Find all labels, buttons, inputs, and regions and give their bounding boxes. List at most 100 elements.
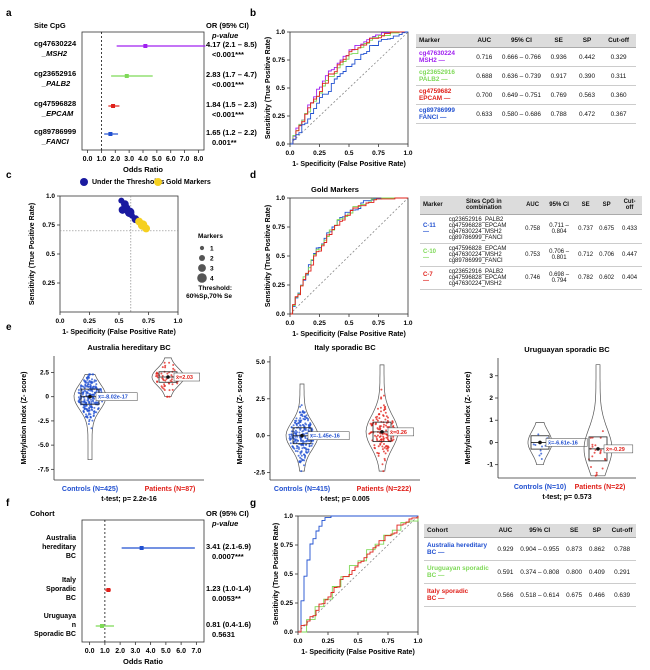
e-point [85,381,88,384]
g-sp-cell: 0.466 [585,583,609,607]
e-point [86,399,89,402]
e-point [385,444,388,447]
f-tick-label: 0.0 [85,648,95,655]
e-point [170,378,173,381]
panel-letter-g: g [250,498,256,509]
d-auc-cell: 0.753 [522,243,544,267]
e-point [391,421,394,424]
f-cohort-label-1: Uruguaya [44,613,76,620]
e-ytick-label: 1 [489,417,493,424]
e-point [541,445,543,448]
e-point [299,411,301,414]
g-xtick-label: 0.5 [353,638,362,645]
c-ytick-label: 1.0 [46,193,55,200]
e-violin-outline [151,357,185,398]
e-point [300,419,303,422]
b-marker-gene: FANCI — [419,114,447,121]
e-mean-box [545,438,588,447]
d-xlabel: 1- Specificity (False Positive Rate) [292,331,406,338]
e-point [303,440,306,443]
g-cohort-cell: Italy sporadic BC — [424,583,495,607]
e-point [90,406,93,409]
e-point [305,439,308,442]
e-mean-label: x̄=2.03 [176,375,193,381]
a-p-text: <0.001*** [212,50,244,59]
b-ci-cell: 0.636 – 0.739 [498,66,545,86]
e-patients-label: Patients (N=22) [575,484,626,491]
e-point [86,391,89,394]
d-sites-cell: cg47596828_EPCAM cg47630224_MSH2 cg8978699… [445,243,523,267]
e-point [298,461,301,463]
e-point [172,364,175,366]
e-point [375,418,378,421]
e-point [296,450,299,453]
g-roc-curve [298,516,419,633]
e-test-label: t-test; p= 2.2e-16 [101,496,157,503]
e-mean-box [603,444,634,454]
e-point [89,413,92,416]
e-point [293,447,296,450]
e-point [77,400,80,403]
e-mean-dot [300,433,304,438]
e-point [84,390,87,393]
f-p-text: 0.0007*** [212,552,244,561]
b-auc-cell: 0.716 [470,47,499,67]
b-diagonal [289,31,409,145]
b-table-header: SP [572,34,602,48]
e-point [294,421,297,424]
e-point [163,385,166,388]
e-point [387,416,389,419]
e-point [88,376,90,379]
e-point [297,454,300,457]
e-ytick-label: 2 [489,395,493,402]
g-roc-curve [298,516,419,633]
e-point [91,381,94,384]
e-controls-label: Controls (N=425) [62,486,118,493]
b-ytick-label: 1.0 [276,29,285,36]
b-xtick-label: 1.0 [403,150,412,157]
e-point [384,411,387,414]
panel-g-table: Cohort AUC 95% CI SE SP Cut-off Australia her… [424,524,636,607]
g-cohort-suffix: BC — [427,595,445,602]
e-violin-plot: Uruguayan sporadic BC -1 0 1 2 3 Methylation I… [465,345,636,501]
e-point [302,411,305,414]
e-point [595,471,598,474]
e-point [170,374,173,377]
e-point [383,406,386,409]
e-point [378,436,381,438]
g-xtick-label: 0.0 [293,638,302,645]
a-point [108,132,113,136]
e-mean-dot [380,430,384,434]
e-point [382,450,385,453]
e-point [391,439,394,442]
e-point [83,398,86,401]
b-ci-cell: 0.666 – 0.766 [498,47,545,67]
d-table-header: Sites CpG in combination [445,196,523,215]
a-gene-label: _PALB2 [41,79,71,88]
f-cohort-label-2: n [72,622,76,629]
g-xtick-label: 0.25 [322,638,335,645]
e-point [304,437,307,439]
f-point [99,624,104,628]
g-table-header: SP [585,524,609,538]
d-site-name: cg23652916_PALB2 [448,269,504,275]
a-xlabel: Odds Ratio [123,165,163,174]
panel-g: 0.00.0 0.25 0.25 0.5 0.5 0.75 0.75 1.0 1.0 1- Spe… [273,513,423,656]
b-se-cell: 0.788 [544,104,573,124]
d-site-name: cg47596828_EPCAM [448,223,507,229]
d-cut-cell: 0.447 [617,243,642,267]
e-ytick-label: 0 [45,394,49,401]
g-cut-cell: 0.788 [608,537,636,561]
e-point [303,464,305,467]
e-ytick-label: -5.0 [38,442,50,449]
e-test-label: t-test; p= 0.573 [542,494,591,501]
f-xlabel: Odds Ratio [123,657,163,666]
e-point [299,424,301,427]
e-point [297,446,300,449]
b-marker-site: cg47630224 [419,50,455,57]
e-point [299,438,302,441]
f-or-text: 0.81 (0.4-1.6) [206,620,252,629]
e-violin-plot: Italy sporadic BC -2.5 0.0 2.5 5.0 Methylatio… [237,343,420,503]
b-marker-cell: cg89786999 FANCI — [416,104,471,124]
